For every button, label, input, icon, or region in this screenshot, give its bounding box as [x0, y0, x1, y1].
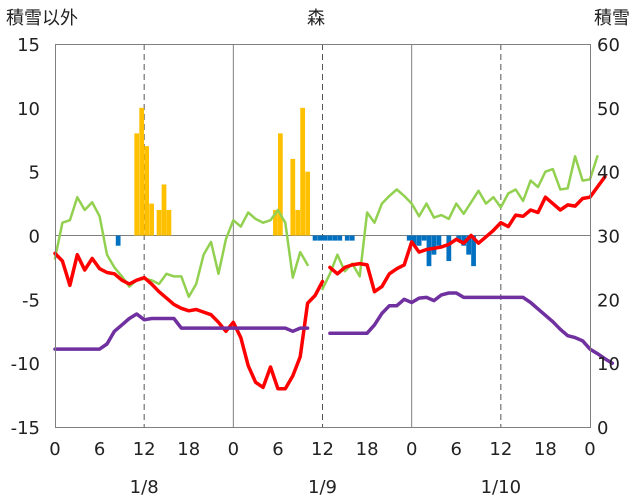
temperature-line [328, 175, 607, 294]
right-tick-label: 0 [597, 418, 608, 439]
date-label: 1/8 [130, 477, 159, 498]
precip-bar [277, 133, 283, 236]
x-tick-label: 0 [584, 439, 595, 460]
snow-change-bar [446, 235, 452, 262]
snow-change-bar [406, 235, 412, 241]
snow-change-bar [317, 235, 323, 241]
x-tick-label: 0 [406, 439, 417, 460]
left-tick-label: 0 [29, 227, 40, 248]
snow-change-bar [411, 235, 417, 246]
snow-change-bar [456, 235, 462, 241]
chart-title: 森 [307, 8, 325, 29]
right-tick-label: 40 [597, 163, 620, 184]
left-tick-label: -5 [22, 290, 40, 311]
x-tick-label: 0 [49, 439, 60, 460]
snow-change-bar [431, 235, 437, 255]
snow-change-bar [466, 235, 472, 255]
right-tick-label: 20 [597, 290, 620, 311]
precip-bar [161, 184, 167, 236]
x-tick-label: 6 [272, 439, 283, 460]
left-axis-label: 積雪以外 [6, 8, 78, 29]
lines [53, 155, 615, 391]
precip-bar [149, 203, 154, 236]
plot-area-border [55, 44, 591, 428]
snow-change-bar [312, 235, 318, 241]
precip-bar [295, 209, 301, 236]
green-line [53, 195, 309, 299]
snow-change-bar [115, 235, 121, 246]
snow-change-bar [337, 235, 343, 241]
right-axis-label: 積雪 [594, 8, 630, 29]
precip-bar [156, 209, 162, 236]
left-tick-label: 15 [17, 35, 40, 56]
x-tick-label: 12 [133, 439, 156, 460]
left-tick-label: -10 [11, 354, 40, 375]
green-line [321, 155, 599, 291]
snow-change-bar [461, 235, 467, 246]
grid [55, 44, 590, 427]
right-tick-label: 10 [597, 354, 620, 375]
snow-change-bar [349, 235, 355, 241]
snow-change-bar [421, 235, 427, 241]
x-tick-label: 12 [311, 439, 334, 460]
snow-depth-line [53, 312, 310, 351]
snow-change-bar [327, 235, 333, 241]
x-tick-label: 12 [489, 439, 512, 460]
precip-bar [134, 133, 140, 236]
snow-change-bar [332, 235, 338, 241]
precip-bar [290, 158, 296, 236]
temperature-line [53, 251, 325, 391]
precip-bar [300, 107, 306, 236]
x-tick-label: 6 [451, 439, 462, 460]
snow-change-bar [416, 235, 422, 246]
precip-bar [305, 171, 311, 236]
snow-change-bar [436, 235, 442, 246]
x-tick-label: 18 [534, 439, 557, 460]
x-tick-label: 18 [177, 439, 200, 460]
x-tick-label: 18 [356, 439, 379, 460]
precip-bar [166, 209, 172, 236]
left-tick-label: -15 [11, 418, 40, 439]
x-tick-label: 6 [94, 439, 105, 460]
x-tick-label: 0 [228, 439, 239, 460]
snow-change-bar [471, 235, 476, 267]
snow-change-bar [322, 235, 328, 241]
snow-change-bar [344, 235, 350, 241]
right-tick-label: 30 [597, 227, 620, 248]
precip-bar [139, 107, 145, 236]
date-label: 1/10 [481, 477, 521, 498]
precip-bar [273, 209, 278, 236]
right-tick-label: 60 [597, 35, 620, 56]
right-tick-label: 50 [597, 99, 620, 120]
precip-bar [144, 146, 149, 236]
date-label: 1/9 [308, 477, 337, 498]
left-tick-label: 5 [29, 163, 40, 184]
left-tick-label: 10 [17, 99, 40, 120]
snow-depth-line [328, 291, 615, 365]
